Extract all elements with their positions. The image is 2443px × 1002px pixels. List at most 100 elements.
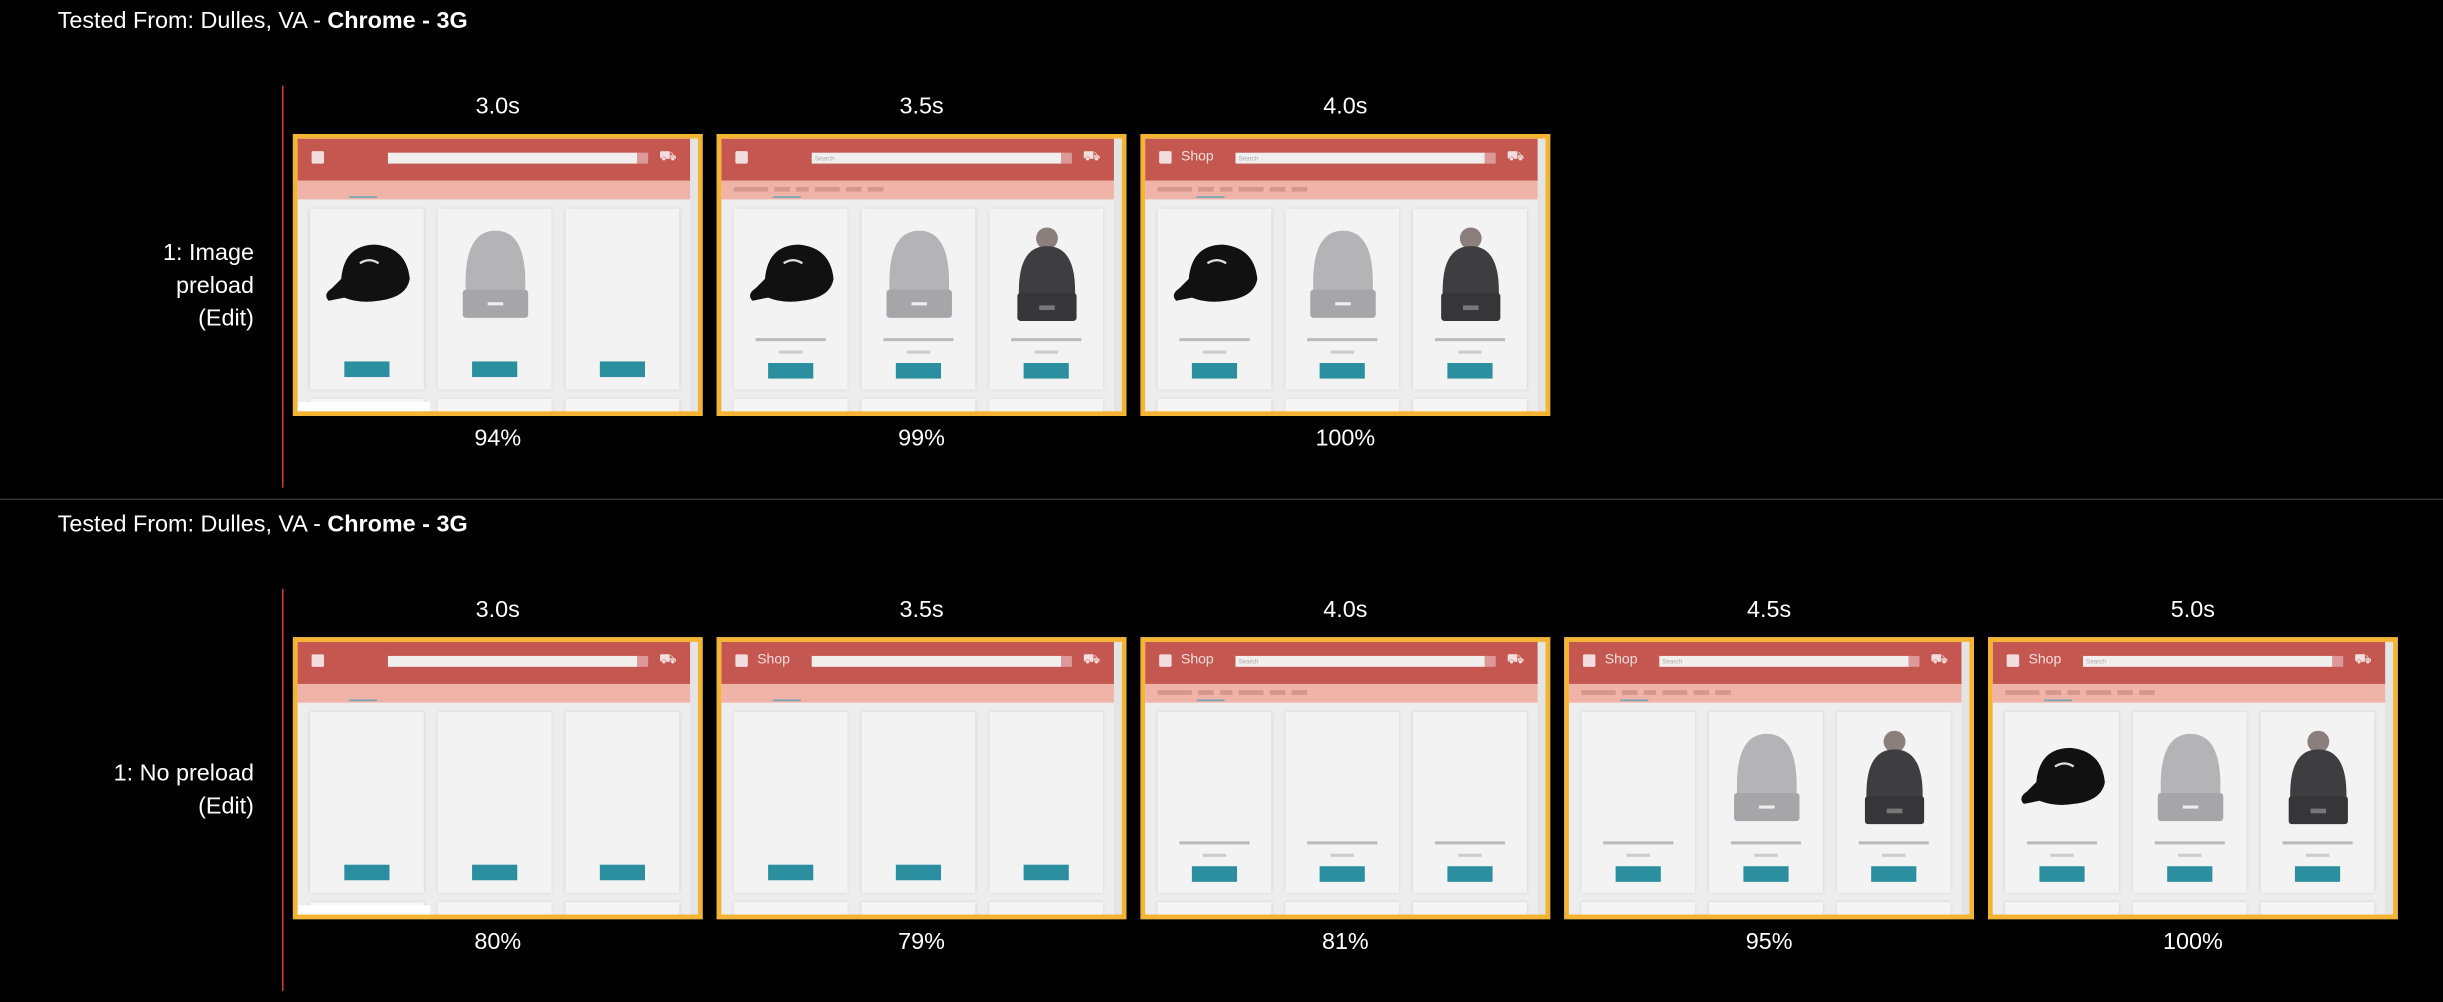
product-card-next-row: [2132, 902, 2247, 915]
filmstrip-frame[interactable]: Shop ⛟: [716, 637, 1127, 920]
category-nav: [721, 180, 1114, 200]
pom-beanie-image: [1852, 728, 1936, 828]
product-price: [1458, 853, 1482, 857]
beanie-image: [1301, 224, 1385, 324]
product-name: [1434, 841, 1506, 845]
search-placeholder: Search: [1662, 657, 1683, 666]
category-nav: [297, 180, 691, 200]
filmstrip-frame[interactable]: ⛟: [292, 637, 703, 920]
nav-item: [1269, 186, 1286, 192]
nav-item: [1581, 690, 1616, 695]
nav-item: [1291, 690, 1308, 695]
add-to-cart-button: [2167, 866, 2213, 882]
nav-item: [2005, 690, 2040, 695]
product-card-next-row: [1581, 902, 1696, 915]
product-card: [1157, 208, 1272, 390]
nav-item: [1157, 690, 1192, 695]
product-card-next-row: [565, 902, 680, 915]
product-card-next-row: [437, 398, 552, 412]
product-name: [1307, 841, 1378, 845]
shopping-bag-icon: [311, 654, 325, 667]
product-card: [2005, 712, 2119, 893]
scrollbar: [1961, 641, 1970, 915]
visual-complete-percent: 100%: [2162, 928, 2223, 956]
add-to-cart-button: [768, 363, 814, 379]
product-price: [2050, 853, 2074, 857]
nav-item: [1219, 186, 1233, 192]
product-price: [2178, 853, 2202, 857]
visual-complete-percent: 80%: [474, 928, 522, 956]
cap-image: [1170, 232, 1260, 310]
filmstrip-frame[interactable]: Shop Search ⛟: [1140, 133, 1551, 416]
product-card: [310, 712, 424, 893]
search-button: [1060, 152, 1072, 164]
shopping-bag-icon: [1582, 654, 1596, 667]
filmstrip-frame[interactable]: Shop Search ⛟: [1140, 637, 1551, 920]
nav-item: [814, 186, 840, 192]
frame-time: 3.5s: [899, 93, 944, 120]
nav-item: [1198, 186, 1214, 192]
product-card: [1836, 712, 1951, 893]
test-section: Tested From: Dulles, VA - Chrome - 3G 1: …: [0, 0, 2443, 499]
shopping-bag-icon: [735, 151, 748, 164]
filmstrip-frame[interactable]: Search ⛟: [716, 133, 1127, 416]
visual-complete-percent: 79%: [898, 928, 945, 956]
nav-item: [1219, 690, 1233, 695]
nav-item: [1621, 690, 1638, 695]
nav-item: [2086, 690, 2112, 695]
test-label-line1: 1: Image: [163, 239, 254, 267]
connection-type: 3G: [436, 511, 468, 538]
product-card: [861, 208, 976, 390]
active-tab-underline: [1620, 699, 1649, 702]
pom-beanie-image: [2276, 728, 2360, 828]
visual-complete-percent: 81%: [1321, 928, 1369, 956]
search-input: Search: [1235, 152, 1485, 164]
filmstrip-frame[interactable]: Shop Search ⛟: [1988, 637, 2398, 920]
test-section: Tested From: Dulles, VA - Chrome - 3G 1: …: [0, 503, 2443, 1002]
separator: -: [415, 7, 437, 35]
product-price: [779, 350, 803, 354]
shop-title: Shop: [757, 651, 790, 667]
product-card: [1285, 208, 1400, 390]
cart-icon: ⛟: [659, 148, 677, 164]
product-card: [437, 208, 552, 390]
product-name: [2282, 841, 2353, 845]
edit-link[interactable]: (Edit): [198, 793, 254, 820]
search-button: [1060, 655, 1072, 667]
timeline-marker-line: [281, 588, 284, 991]
tested-from-location: Tested From: Dulles, VA -: [57, 511, 328, 538]
product-price: [906, 350, 931, 354]
product-card-next-row: [1413, 902, 1527, 915]
frame-time: 3.0s: [475, 596, 520, 624]
filmstrip-frame[interactable]: Shop Search ⛟: [1564, 637, 1974, 920]
search-input: [387, 655, 638, 667]
product-card: [989, 712, 1104, 893]
filmstrip-frame[interactable]: ⛟: [292, 133, 703, 416]
product-name: [883, 338, 954, 342]
product-card-next-row: [989, 398, 1104, 412]
edit-link[interactable]: (Edit): [198, 305, 254, 332]
scrollbar: [690, 641, 698, 915]
tested-from-heading: Tested From: Dulles, VA - Chrome - 3G: [58, 8, 468, 34]
product-card: [989, 208, 1104, 390]
search-input: Search: [1659, 655, 1909, 667]
product-card-next-row: [437, 902, 552, 915]
test-label: 1: No preload (Edit): [20, 757, 254, 822]
visual-complete-percent: 100%: [1315, 425, 1376, 452]
nav-item: [774, 186, 790, 192]
scrollbar: [1537, 641, 1546, 915]
nav-item: [1269, 690, 1286, 695]
shopping-bag-icon: [2006, 654, 2020, 667]
product-card: [861, 712, 976, 893]
product-card-next-row: [1157, 902, 1272, 915]
add-to-cart-button: [1191, 866, 1238, 882]
category-nav: [1145, 683, 1538, 703]
pom-beanie-image: [1429, 224, 1513, 324]
add-to-cart-button: [344, 361, 390, 378]
nav-item: [1291, 186, 1308, 192]
nav-item: [733, 186, 769, 192]
search-placeholder: Search: [2086, 657, 2106, 666]
nav-item: [1157, 186, 1192, 192]
add-to-cart-button: [1871, 866, 1917, 882]
frame-time: 4.5s: [1747, 596, 1792, 624]
